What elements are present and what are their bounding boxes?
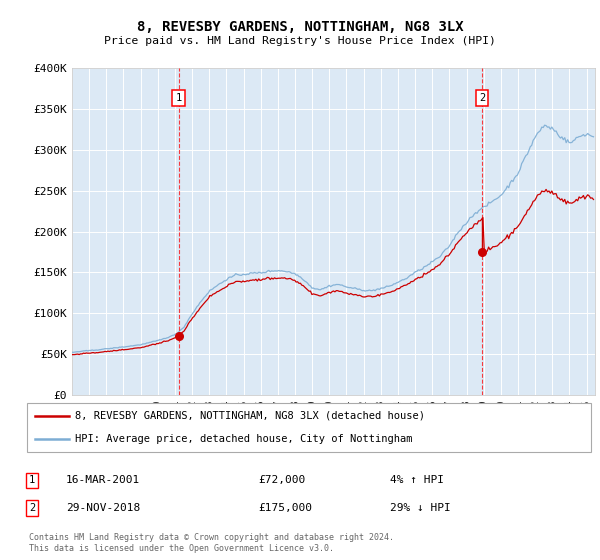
Text: Contains HM Land Registry data © Crown copyright and database right 2024.
This d: Contains HM Land Registry data © Crown c… bbox=[29, 533, 394, 553]
Text: 2: 2 bbox=[479, 93, 485, 102]
Text: 8, REVESBY GARDENS, NOTTINGHAM, NG8 3LX: 8, REVESBY GARDENS, NOTTINGHAM, NG8 3LX bbox=[137, 20, 463, 34]
Text: 1: 1 bbox=[29, 475, 35, 486]
Text: 29% ↓ HPI: 29% ↓ HPI bbox=[390, 503, 451, 513]
Text: 29-NOV-2018: 29-NOV-2018 bbox=[66, 503, 140, 513]
Text: 16-MAR-2001: 16-MAR-2001 bbox=[66, 475, 140, 486]
Text: 4% ↑ HPI: 4% ↑ HPI bbox=[390, 475, 444, 486]
Text: 2: 2 bbox=[29, 503, 35, 513]
Text: 1: 1 bbox=[175, 93, 182, 102]
Text: £72,000: £72,000 bbox=[258, 475, 305, 486]
FancyBboxPatch shape bbox=[27, 403, 591, 452]
Text: HPI: Average price, detached house, City of Nottingham: HPI: Average price, detached house, City… bbox=[75, 433, 412, 444]
Text: 8, REVESBY GARDENS, NOTTINGHAM, NG8 3LX (detached house): 8, REVESBY GARDENS, NOTTINGHAM, NG8 3LX … bbox=[75, 411, 425, 421]
Text: £175,000: £175,000 bbox=[258, 503, 312, 513]
Text: Price paid vs. HM Land Registry's House Price Index (HPI): Price paid vs. HM Land Registry's House … bbox=[104, 36, 496, 46]
